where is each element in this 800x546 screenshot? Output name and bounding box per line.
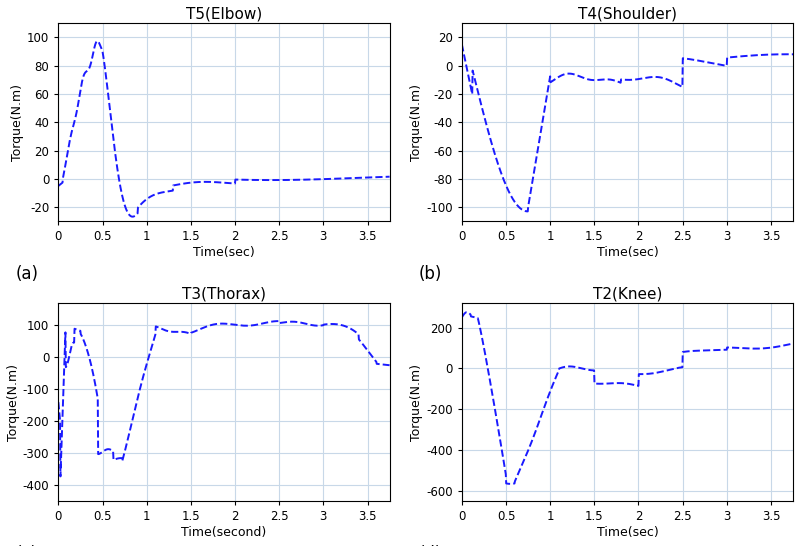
Title: T4(Shoulder): T4(Shoulder) [578, 7, 677, 22]
X-axis label: Time(second): Time(second) [182, 526, 266, 539]
Y-axis label: Torque(N.m): Torque(N.m) [410, 84, 423, 161]
X-axis label: Time(sec): Time(sec) [597, 526, 658, 539]
Y-axis label: Torque(N.m): Torque(N.m) [410, 364, 423, 441]
Title: T2(Knee): T2(Knee) [593, 287, 662, 302]
Title: T5(Elbow): T5(Elbow) [186, 7, 262, 22]
X-axis label: Time(sec): Time(sec) [597, 246, 658, 259]
Title: T3(Thorax): T3(Thorax) [182, 287, 266, 302]
Text: (c): (c) [15, 545, 38, 546]
Text: (d): (d) [418, 545, 442, 546]
Y-axis label: Torque(N.m): Torque(N.m) [11, 84, 24, 161]
Text: (a): (a) [15, 265, 38, 283]
Text: (b): (b) [418, 265, 442, 283]
Y-axis label: Torque(N.m): Torque(N.m) [7, 364, 20, 441]
X-axis label: Time(sec): Time(sec) [193, 246, 255, 259]
